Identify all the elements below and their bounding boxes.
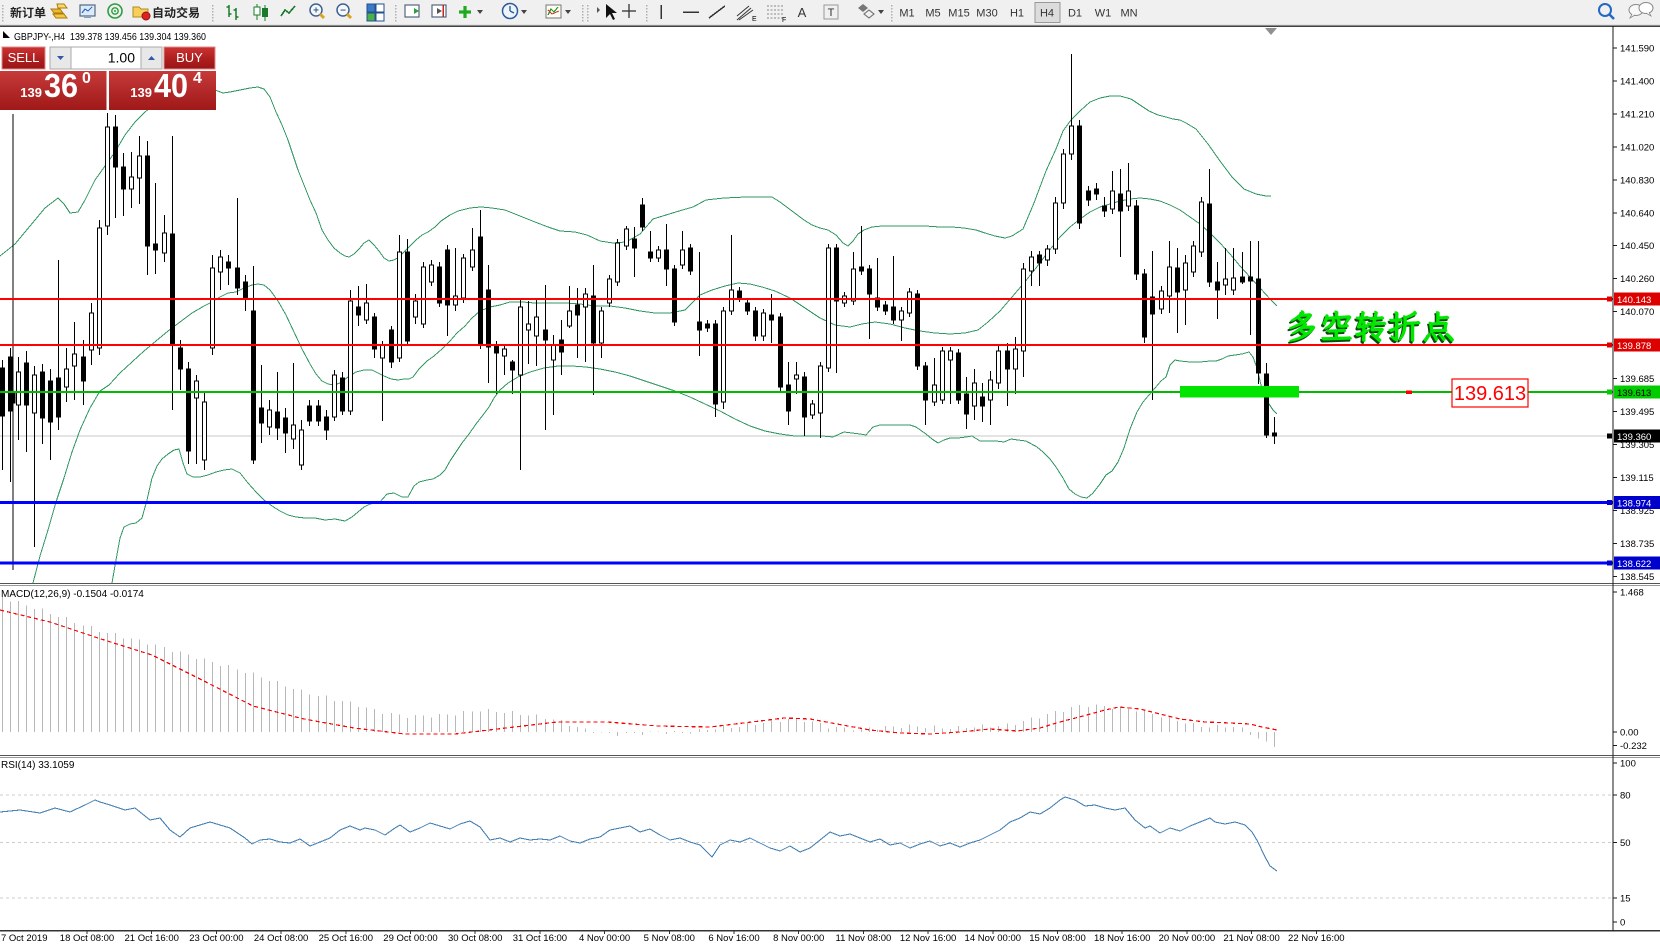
svg-text:18 Oct 08:00: 18 Oct 08:00: [60, 933, 114, 944]
svg-text:0: 0: [82, 70, 91, 87]
svg-text:140.450: 140.450: [1620, 241, 1654, 252]
svg-text:15: 15: [1620, 894, 1631, 905]
svg-text:22 Nov 16:00: 22 Nov 16:00: [1288, 933, 1345, 944]
svg-text:21 Oct 16:00: 21 Oct 16:00: [124, 933, 178, 944]
svg-text:W1: W1: [1095, 8, 1112, 20]
svg-text:141.020: 141.020: [1620, 142, 1654, 153]
svg-text:M30: M30: [976, 8, 997, 20]
svg-text:40: 40: [154, 67, 188, 104]
svg-text:25 Oct 16:00: 25 Oct 16:00: [319, 933, 373, 944]
svg-text:138.545: 138.545: [1620, 572, 1654, 583]
svg-text:BUY: BUY: [176, 50, 203, 65]
svg-text:GBPJPY-,H4 139.378 139.456 13: GBPJPY-,H4 139.378 139.456 139.304 139.3…: [14, 31, 206, 43]
svg-text:80: 80: [1620, 790, 1631, 801]
svg-text:140.143: 140.143: [1617, 295, 1651, 306]
svg-text:141.590: 141.590: [1620, 43, 1654, 54]
svg-text:138.622: 138.622: [1617, 559, 1651, 570]
svg-text:23 Oct 00:00: 23 Oct 00:00: [189, 933, 243, 944]
svg-text:15 Nov 08:00: 15 Nov 08:00: [1029, 933, 1086, 944]
svg-text:0: 0: [1620, 918, 1625, 929]
svg-text:29 Oct 00:00: 29 Oct 00:00: [383, 933, 437, 944]
svg-text:50: 50: [1620, 838, 1631, 849]
svg-text:36: 36: [44, 67, 78, 104]
svg-text:20 Nov 00:00: 20 Nov 00:00: [1159, 933, 1216, 944]
svg-text:139.495: 139.495: [1620, 407, 1654, 418]
svg-text:8 Nov 00:00: 8 Nov 00:00: [773, 933, 824, 944]
svg-text:141.400: 141.400: [1620, 76, 1654, 87]
svg-text:M15: M15: [948, 8, 969, 20]
svg-text:−: −: [340, 6, 346, 17]
svg-text:14 Nov 00:00: 14 Nov 00:00: [965, 933, 1022, 944]
svg-text:30 Oct 08:00: 30 Oct 08:00: [448, 933, 502, 944]
svg-text:MACD(12,26,9) -0.1504 -0.0174: MACD(12,26,9) -0.1504 -0.0174: [1, 589, 144, 600]
svg-text:M5: M5: [925, 8, 940, 20]
svg-text:0.00: 0.00: [1620, 728, 1639, 739]
svg-text:11 Nov 08:00: 11 Nov 08:00: [835, 933, 891, 944]
svg-text:140.830: 140.830: [1620, 175, 1654, 186]
svg-text:139: 139: [130, 85, 152, 100]
svg-text:6 Nov 16:00: 6 Nov 16:00: [708, 933, 759, 944]
svg-text:MN: MN: [1120, 8, 1137, 20]
svg-text:24 Oct 08:00: 24 Oct 08:00: [254, 933, 308, 944]
svg-text:140.640: 140.640: [1620, 208, 1654, 219]
svg-text:12 Nov 16:00: 12 Nov 16:00: [900, 933, 957, 944]
svg-text:E: E: [752, 16, 757, 23]
svg-text:139.305: 139.305: [1620, 440, 1654, 451]
svg-text:139.685: 139.685: [1620, 374, 1654, 385]
svg-text:D1: D1: [1068, 8, 1082, 20]
svg-text:RSI(14) 33.1059: RSI(14) 33.1059: [1, 760, 75, 771]
svg-text:21 Nov 08:00: 21 Nov 08:00: [1223, 933, 1280, 944]
svg-text:138.925: 138.925: [1620, 506, 1654, 517]
svg-text:1.00: 1.00: [108, 50, 135, 66]
svg-text:140.260: 140.260: [1620, 274, 1654, 285]
svg-text:18 Nov 16:00: 18 Nov 16:00: [1094, 933, 1151, 944]
svg-text:139.878: 139.878: [1617, 341, 1651, 352]
svg-text:139: 139: [20, 85, 42, 100]
svg-text:31 Oct 16:00: 31 Oct 16:00: [513, 933, 567, 944]
svg-text:7 Oct 2019: 7 Oct 2019: [1, 933, 47, 944]
svg-text:141.210: 141.210: [1620, 109, 1654, 120]
svg-text:M1: M1: [899, 8, 914, 20]
svg-text:138.974: 138.974: [1617, 499, 1651, 510]
svg-text:SELL: SELL: [8, 50, 40, 65]
svg-text:F: F: [782, 17, 786, 24]
svg-text:139.360: 139.360: [1617, 432, 1651, 443]
svg-text:139.613: 139.613: [1617, 388, 1651, 399]
svg-text:H4: H4: [1040, 8, 1054, 20]
svg-text:T: T: [828, 7, 835, 19]
svg-text:+: +: [313, 6, 319, 17]
svg-text:140.070: 140.070: [1620, 307, 1654, 318]
svg-text:4: 4: [193, 70, 202, 87]
svg-text:1.468: 1.468: [1620, 588, 1644, 599]
svg-text:139.613: 139.613: [1454, 383, 1526, 405]
svg-text:H1: H1: [1010, 8, 1024, 20]
svg-text:A: A: [798, 5, 807, 20]
svg-text:138.735: 138.735: [1620, 539, 1654, 550]
svg-text:5 Nov 08:00: 5 Nov 08:00: [644, 933, 695, 944]
svg-text:100: 100: [1620, 759, 1636, 770]
svg-text:139.115: 139.115: [1620, 473, 1654, 484]
svg-text:4 Nov 00:00: 4 Nov 00:00: [579, 933, 630, 944]
svg-text:-0.232: -0.232: [1620, 741, 1647, 752]
